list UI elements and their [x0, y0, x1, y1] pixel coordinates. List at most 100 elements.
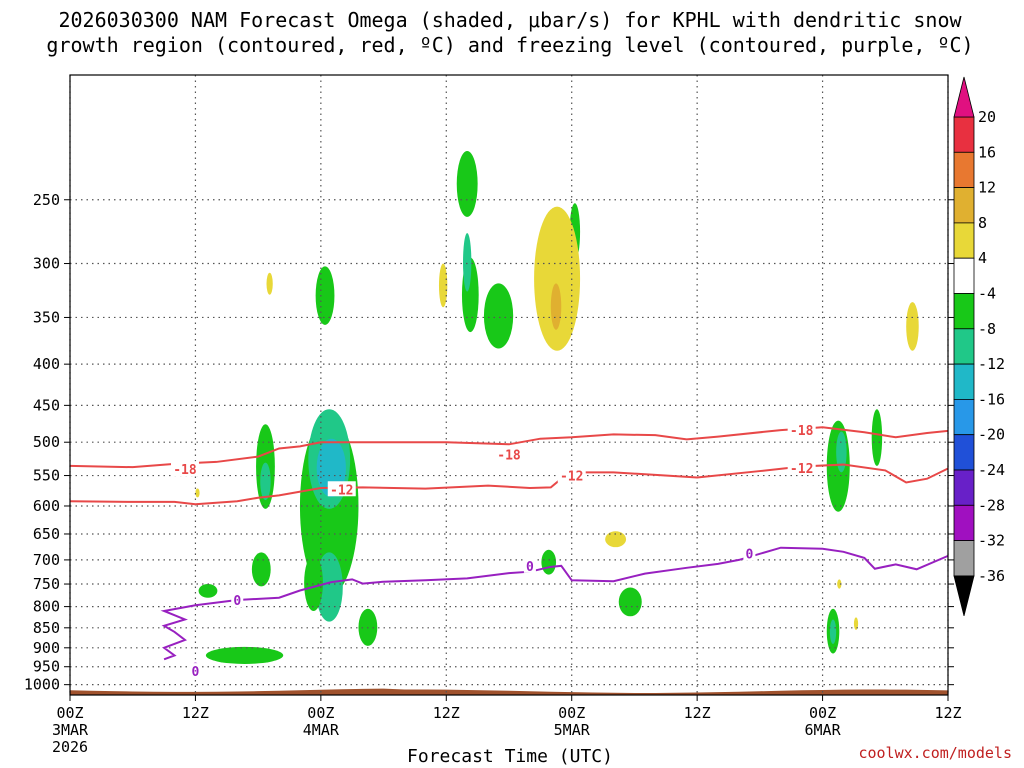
x-tick-label: 12Z	[433, 704, 460, 722]
credit-text: coolwx.com/models	[858, 744, 1012, 762]
omega-blob	[550, 283, 562, 330]
y-tick-label: 250	[33, 191, 60, 209]
grid-lines	[69, 75, 949, 695]
x-tick-date: 6MAR	[805, 721, 842, 739]
y-tick-label: 350	[33, 308, 60, 326]
contour-label-bg	[327, 481, 356, 497]
y-tick-label: 500	[33, 433, 60, 451]
y-tick-label: 600	[33, 497, 60, 515]
x-tick-label: 12Z	[684, 704, 711, 722]
colorbar-label: -20	[978, 426, 1005, 444]
omega-blob	[456, 151, 478, 217]
colorbar-label: -32	[978, 532, 1005, 550]
colorbar-label: 16	[978, 143, 996, 161]
y-tick-label: 1000	[24, 676, 60, 694]
contour-label: 0	[745, 547, 753, 562]
omega-blob	[829, 619, 837, 644]
contour-label: -18	[173, 463, 197, 478]
terrain-area	[70, 688, 948, 695]
colorbar-swatch	[953, 187, 975, 224]
colorbar-swatch	[953, 434, 975, 471]
omega-blob	[304, 554, 323, 611]
x-tick-label: 00Z	[558, 704, 585, 722]
y-tick-label: 750	[33, 575, 60, 593]
contour-label: -12	[560, 470, 583, 485]
omega-blob	[836, 431, 847, 473]
y-tick-label: 800	[33, 598, 60, 616]
y-tick-label: 650	[33, 525, 60, 543]
y-tick-label: 300	[33, 255, 60, 273]
omega-blob	[837, 579, 842, 589]
x-axis-title: Forecast Time (UTC)	[407, 746, 613, 767]
y-tick-label: 400	[33, 355, 60, 373]
contour--12	[69, 463, 949, 506]
colorbar-swatch	[953, 504, 975, 541]
y-axis-ticks: 250 300 350 400 450 500 550 600 650 700 750 800 850 9…	[24, 191, 954, 694]
omega-blob	[853, 617, 859, 630]
colorbar-swatch	[953, 257, 975, 294]
omega-blob	[605, 531, 627, 548]
omega-blob	[541, 549, 557, 575]
colorbar-swatch	[953, 398, 975, 436]
omega-blob	[205, 646, 284, 664]
omega-blob	[438, 263, 448, 308]
x-tick-label: 00Z	[56, 704, 83, 722]
chart-title-line-1: 2026030300 NAM Forecast Omega (shaded, μ…	[58, 8, 962, 32]
colorbar-swatch	[953, 363, 975, 400]
omega-blob	[618, 587, 642, 617]
omega-blob	[315, 552, 343, 622]
x-tick-label: 12Z	[182, 704, 209, 722]
colorbar-label: -28	[978, 496, 1005, 514]
contour-labels: -18-18-18-12-12-1200000	[170, 422, 816, 680]
terrain-fill	[70, 688, 948, 695]
x-tick-date: 4MAR	[303, 721, 340, 739]
colorbar-label: 20	[978, 108, 996, 126]
colorbar-swatch	[953, 540, 975, 577]
contour--18	[69, 426, 949, 469]
omega-blob	[534, 206, 581, 351]
y-tick-label: 700	[33, 551, 60, 569]
colorbar-label: -24	[978, 461, 1005, 479]
x-tick-date: 5MAR	[554, 721, 591, 739]
contour-label: -12	[330, 483, 353, 498]
colorbar-label: 12	[978, 179, 996, 197]
contour-label: -18	[790, 424, 814, 439]
plot-border	[69, 74, 949, 696]
colorbar-label: 4	[978, 249, 987, 267]
plot-area	[70, 75, 948, 695]
omega-blob	[906, 302, 919, 351]
colorbar-top-arrow	[953, 76, 975, 118]
contour-label-bg	[189, 663, 202, 679]
omega-blob	[871, 409, 883, 466]
colorbar-swatch	[953, 293, 975, 330]
contour-label-bg	[170, 461, 199, 477]
contour-label-bg	[231, 591, 244, 607]
colorbar-swatch	[953, 469, 975, 506]
contour-label: -12	[790, 462, 813, 477]
x-tick-label: 12Z	[934, 704, 961, 722]
x-tick-label: 00Z	[307, 704, 334, 722]
contour-label: -18	[497, 449, 521, 464]
x-tick-date: 3MAR	[52, 721, 89, 739]
omega-blob	[251, 552, 271, 587]
omega-blob	[463, 233, 472, 292]
contour-label: 0	[526, 560, 534, 575]
contours	[69, 426, 949, 661]
colorbar-label: -8	[978, 320, 996, 338]
omega-blob	[195, 488, 200, 498]
y-tick-label: 450	[33, 396, 60, 414]
y-tick-label: 900	[33, 639, 60, 657]
colorbar-swatch	[953, 116, 975, 153]
contour-label: 0	[233, 594, 241, 609]
plot-background	[70, 75, 948, 695]
omega-blob	[198, 584, 218, 598]
omega-blob	[315, 266, 335, 325]
x-tick-label: 00Z	[809, 704, 836, 722]
contour-label-bg	[787, 459, 816, 475]
omega-blob	[266, 272, 273, 295]
colorbar-swatch	[953, 222, 975, 259]
y-tick-label: 550	[33, 467, 60, 485]
colorbar-swatch	[953, 328, 975, 365]
